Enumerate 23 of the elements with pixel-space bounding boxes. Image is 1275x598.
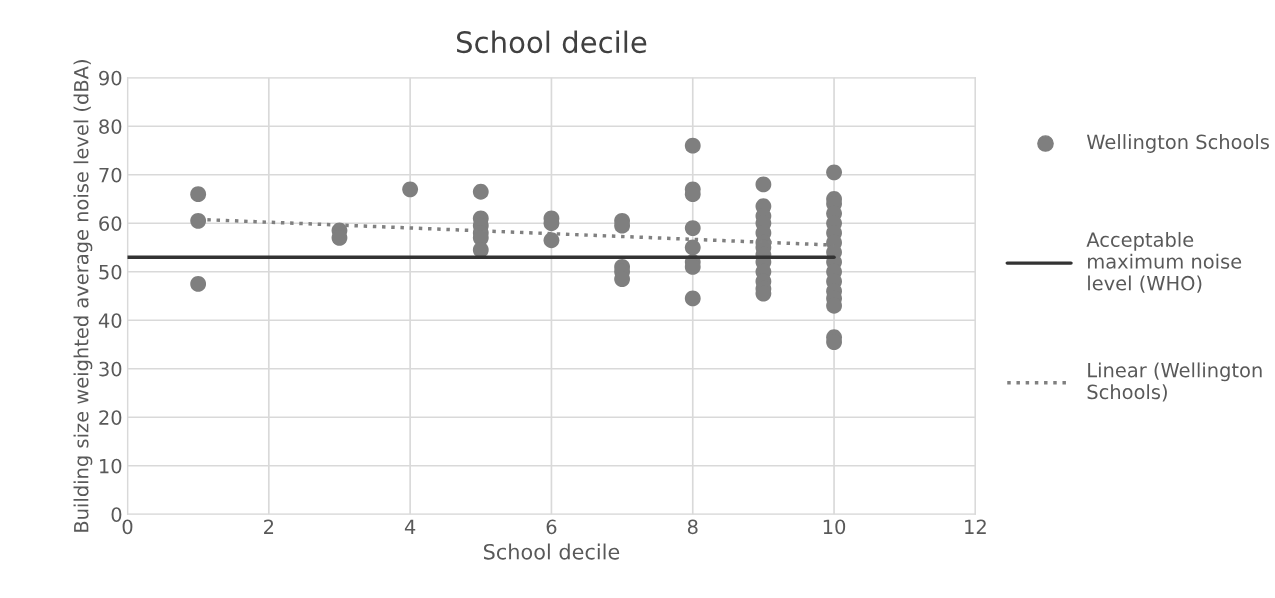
- chart-title: School decile: [456, 30, 647, 54]
- y-tick-label: 40: [98, 313, 122, 328]
- y-tick-label: 90: [99, 70, 122, 86]
- x-axis-title: School decile: [483, 543, 620, 560]
- x-tick-label: 10: [823, 519, 846, 535]
- y-tick-label: 0: [111, 507, 122, 522]
- x-tick-label: 8: [687, 519, 698, 535]
- y-tick-label: 30: [99, 361, 122, 377]
- y-tick-label: 50: [99, 264, 122, 280]
- y-tick-label: 10: [100, 458, 122, 474]
- legend-label: Acceptable maximum noise level (WHO): [1086, 231, 1242, 293]
- x-tick-label: 2: [264, 519, 274, 534]
- y-tick-label: 60: [99, 216, 122, 231]
- x-tick-label: 0: [122, 519, 133, 535]
- y-tick-label: 80: [99, 119, 122, 134]
- y-axis-title: Building size weighted average noise level (dBA): [73, 60, 93, 532]
- legend-label: Wellington Schools: [1086, 134, 1269, 153]
- x-tick-label: 4: [404, 519, 416, 534]
- y-tick-label: 70: [99, 167, 122, 183]
- y-tick-label: 20: [99, 410, 122, 425]
- legend-label: Linear (Wellington Schools): [1087, 362, 1262, 402]
- x-tick-label: 12: [965, 519, 986, 534]
- x-tick-label: 6: [546, 519, 557, 535]
